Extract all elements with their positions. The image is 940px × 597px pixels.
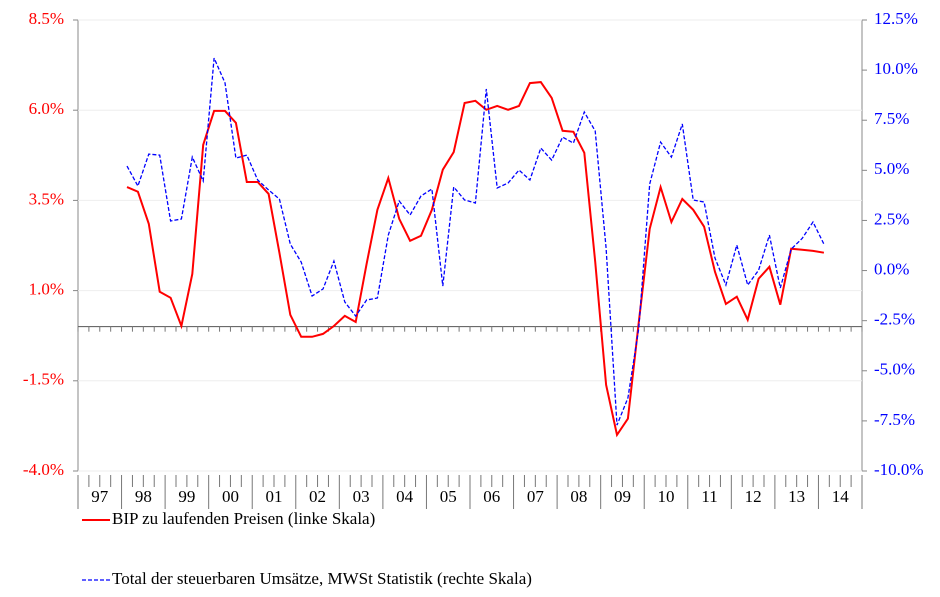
x-tick-label: 03: [353, 487, 370, 506]
x-tick-label: 10: [658, 487, 675, 506]
x-tick-label: 00: [222, 487, 239, 506]
y2-tick-label: 7.5%: [874, 109, 909, 128]
x-tick-label: 13: [788, 487, 805, 506]
y2-tick-label: -7.5%: [874, 410, 915, 429]
x-tick-label: 06: [483, 487, 500, 506]
y-tick-label: 3.5%: [29, 189, 64, 208]
x-tick-label: 11: [701, 487, 717, 506]
series-line: [126, 57, 825, 426]
y2-tick-label: 10.0%: [874, 59, 918, 78]
x-tick-label: 97: [91, 487, 109, 506]
x-tick-label: 01: [266, 487, 283, 506]
series-line: [126, 81, 825, 438]
x-tick-label: 04: [396, 487, 414, 506]
y-tick-label: 6.0%: [29, 99, 64, 118]
y2-tick-label: 0.0%: [874, 259, 909, 278]
y-tick-label: 1.0%: [29, 280, 64, 299]
x-tick-label: 05: [440, 487, 457, 506]
y-tick-label: -4.0%: [23, 460, 64, 479]
y2-tick-label: 12.5%: [874, 9, 918, 28]
y2-tick-label: 2.5%: [874, 209, 909, 228]
y-tick-label: 8.5%: [29, 9, 64, 28]
x-tick-label: 98: [135, 487, 152, 506]
y2-tick-label: -2.5%: [874, 310, 915, 329]
x-tick-label: 99: [178, 487, 195, 506]
y2-tick-label: -5.0%: [874, 360, 915, 379]
legend-label: BIP zu laufenden Preisen (linke Skala): [112, 509, 375, 528]
x-tick-label: 14: [832, 487, 850, 506]
legend-label: Total der steuerbaren Umsätze, MWSt Stat…: [112, 569, 532, 588]
y2-tick-label: 5.0%: [874, 159, 909, 178]
x-tick-label: 08: [570, 487, 587, 506]
y-tick-label: -1.5%: [23, 370, 64, 389]
x-tick-label: 07: [527, 487, 545, 506]
x-tick-label: 12: [745, 487, 762, 506]
x-tick-label: 09: [614, 487, 631, 506]
x-tick-label: 02: [309, 487, 326, 506]
y2-tick-label: -10.0%: [874, 460, 924, 479]
